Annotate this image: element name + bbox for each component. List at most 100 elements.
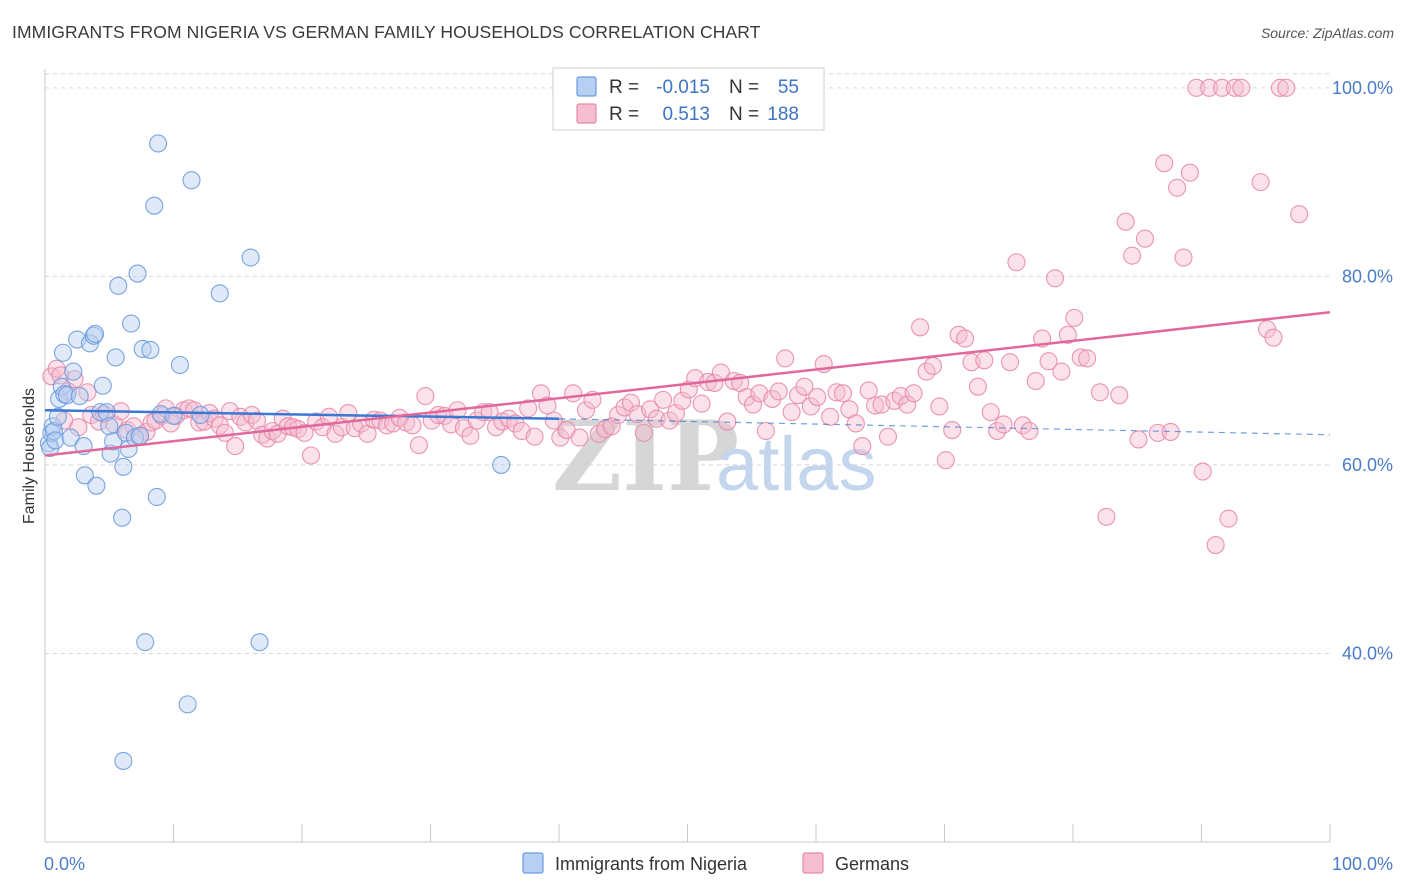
germans-point-6 [69, 418, 88, 437]
nigeria-point-32 [116, 423, 136, 442]
germans-point-89 [570, 428, 589, 447]
germans-point-33 [226, 437, 245, 456]
germans-point-140 [898, 395, 917, 414]
nigeria-point-34 [122, 314, 141, 333]
nigeria-point-11 [57, 386, 76, 405]
germans-point-195 [1290, 205, 1309, 224]
germans-point-169 [1090, 383, 1110, 402]
germans-point-159 [1020, 421, 1039, 441]
germans-point-160 [1026, 371, 1045, 391]
germans-point-51 [326, 424, 345, 443]
germans-point-172 [1116, 212, 1135, 231]
germans-point-47 [301, 446, 321, 465]
legend-box [552, 67, 825, 131]
nigeria-point-36 [128, 264, 147, 283]
nigeria-point-47 [178, 695, 197, 714]
germans-point-86 [551, 428, 570, 447]
nigeria-point-5 [46, 431, 65, 450]
germans-point-154 [988, 421, 1007, 441]
germans-point-72 [461, 426, 480, 445]
germans-point-167 [1071, 348, 1090, 367]
germans-point-187 [1219, 509, 1238, 528]
germans-point-125 [801, 397, 820, 416]
bottom-legend-nigeria: Immigrants from Nigeria [555, 854, 748, 874]
germans-point-133 [853, 437, 872, 456]
nigeria-point-51 [241, 248, 260, 267]
nigeria-point-39 [136, 633, 155, 652]
germans-point-112 [718, 412, 737, 431]
germans-point-164 [1052, 362, 1071, 381]
germans-point-152 [975, 351, 994, 370]
germans-point-170 [1097, 507, 1116, 526]
germans-point-141 [904, 384, 923, 403]
germans-point-135 [866, 396, 885, 415]
bottom-legend-swatch-germans [802, 852, 824, 874]
nigeria-points [39, 134, 511, 770]
nigeria-point-28 [106, 348, 125, 367]
germans-point-128 [821, 407, 840, 426]
germans-point-95 [609, 405, 628, 425]
germans-point-94 [602, 417, 621, 436]
germans-point-118 [756, 421, 775, 441]
germans-point-183 [1193, 462, 1212, 481]
germans-point-180 [1174, 248, 1193, 267]
germans-point-194 [1277, 78, 1296, 97]
germans-point-32 [220, 402, 240, 421]
germans-point-124 [795, 377, 814, 396]
nigeria-point-23 [93, 376, 112, 395]
germans-point-190 [1251, 173, 1270, 192]
nigeria-point-49 [191, 405, 210, 425]
nigeria-point-17 [75, 466, 94, 485]
germans-point-165 [1058, 325, 1077, 344]
germans-point-176 [1148, 423, 1167, 442]
nigeria-point-41 [145, 196, 164, 215]
germans-point-88 [564, 384, 583, 403]
germans-points [42, 78, 1309, 555]
nigeria-point-52 [250, 633, 269, 652]
legend-swatch-germans [576, 103, 597, 124]
germans-point-134 [859, 381, 878, 400]
germans-point-84 [538, 396, 557, 415]
chart-title: IMMIGRANTS FROM NIGERIA VS GERMAN FAMILY… [12, 22, 761, 42]
x-tick-label-0: 0.0% [44, 854, 85, 874]
watermark-atlas: atlas [716, 422, 877, 507]
bottom-legend: Immigrants from Nigeria Germans [522, 852, 909, 874]
legend-n-value-2: 188 [767, 104, 799, 125]
germans-point-132 [846, 414, 865, 433]
germans-point-188 [1225, 78, 1244, 97]
nigeria-point-42 [147, 487, 166, 507]
y-tick-label-3: 100.0% [1332, 78, 1393, 98]
nigeria-point-4 [44, 421, 64, 441]
trend-lines [44, 310, 1331, 457]
legend-r-label-1: R = [609, 77, 639, 98]
germans-point-156 [1000, 353, 1020, 372]
nigeria-point-8 [52, 377, 71, 396]
germans-point-186 [1213, 78, 1232, 97]
nigeria-point-9 [53, 343, 73, 362]
nigeria-point-25 [100, 417, 119, 436]
nigeria-point-21 [87, 476, 106, 495]
germans-point-65 [416, 387, 435, 406]
y-tick-labels: 40.0% 60.0% 80.0% 100.0% [1332, 78, 1393, 664]
germans-point-155 [994, 415, 1013, 434]
germans-point-185 [1206, 536, 1225, 555]
x-tick-label-1: 100.0% [1332, 854, 1393, 874]
gridlines [45, 73, 1330, 654]
germans-point-173 [1123, 246, 1142, 265]
germans-point-168 [1078, 349, 1097, 368]
germans-point-151 [968, 377, 987, 396]
nigeria-trend-line [44, 409, 560, 420]
x-tick-labels: 0.0% 100.0% [44, 854, 1393, 874]
nigeria-point-20 [86, 324, 105, 343]
nigeria-point-30 [113, 508, 132, 527]
germans-point-162 [1039, 352, 1058, 371]
nigeria-point-53 [114, 751, 133, 770]
germans-point-174 [1129, 430, 1148, 449]
nigeria-point-31 [114, 457, 133, 476]
nigeria-point-40 [141, 340, 160, 359]
germans-point-177 [1155, 154, 1174, 173]
germans-point-166 [1065, 308, 1084, 327]
germans-point-37 [247, 411, 267, 430]
nigeria-point-37 [131, 426, 150, 445]
